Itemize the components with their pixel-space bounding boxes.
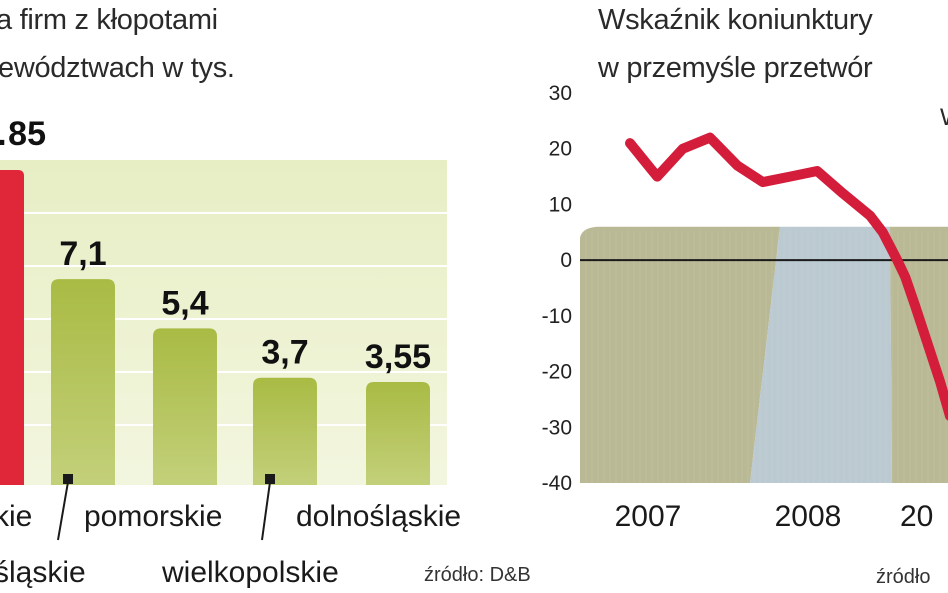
y-tick-label: 10 — [549, 193, 572, 216]
sentiment-line-chart-panel: Wskaźnik koniunktury w przemyśle przetwó… — [520, 0, 948, 593]
bar — [51, 279, 115, 485]
bar-value-label: 5,4 — [161, 284, 208, 322]
year-band-2007 — [580, 226, 780, 483]
leader-line — [57, 481, 69, 541]
right-chart-title-line-1: Wskaźnik koniunktury — [598, 4, 873, 36]
bar-value-labels: …85 7,1 5,4 3,7 3,55 — [0, 115, 431, 376]
bar — [366, 382, 430, 485]
bar-value-label: 3,7 — [261, 334, 308, 372]
bar-category-label: śląskie — [0, 556, 86, 589]
bar-category-labels: kie pomorskie dolnośląskie śląskie wielkopol… — [0, 474, 461, 589]
right-source-note: źródło — [876, 566, 931, 588]
leader-marker — [63, 474, 73, 484]
y-tick-label: 0 — [560, 249, 572, 272]
right-chart-title-line-2: w przemyśle przetwór — [598, 52, 873, 84]
regional-bar-chart: …85 7,1 5,4 3,7 3,55 kie pomorskie dolnośląski… — [0, 115, 461, 589]
left-chart-title-line-1: a firm z kłopotami — [0, 4, 218, 36]
line-series-group — [625, 132, 948, 421]
left-chart-title-line-2: ewództwach w tys. — [0, 52, 235, 84]
y-tick-label: 20 — [549, 138, 572, 161]
y-tick-label: -30 — [542, 416, 572, 439]
series-line — [625, 132, 948, 421]
bar-category-label: pomorskie — [84, 500, 222, 533]
year-bands — [580, 226, 948, 483]
right-corner-label: W — [940, 104, 948, 132]
bar-category-label: kie — [0, 500, 32, 533]
bar-value-label: 7,1 — [59, 235, 106, 273]
bar-highlight — [0, 170, 24, 485]
leader-line — [261, 481, 271, 541]
y-tick-label: 30 — [549, 82, 572, 105]
bar — [253, 377, 317, 485]
x-tick-label: 2008 — [775, 500, 842, 533]
y-tick-label: -40 — [542, 472, 572, 495]
leader-marker — [265, 474, 275, 484]
y-tick-labels: 30 20 10 0 -10 -20 -30 -40 — [542, 82, 572, 495]
x-tick-label: 2007 — [615, 500, 682, 533]
bar-category-label: wielkopolskie — [161, 556, 339, 589]
bar-value-label: …85 — [0, 115, 46, 153]
year-band-2009 — [890, 226, 948, 483]
bar-category-label: dolnośląskie — [296, 500, 461, 533]
x-tick-labels: 2007 2008 20 — [615, 500, 934, 533]
regional-bar-chart-panel: a firm z kłopotami ewództwach w tys. …85… — [0, 4, 531, 589]
x-tick-label: 20 — [900, 500, 933, 533]
left-source-note: źródło: D&B — [424, 564, 531, 586]
y-tick-label: -20 — [542, 361, 572, 384]
bar — [153, 328, 217, 485]
year-band-2008 — [750, 226, 892, 483]
bar-value-label: 3,55 — [365, 338, 431, 376]
sentiment-line-chart: 30 20 10 0 -10 -20 -30 -40 2007 2008 20 — [542, 82, 948, 533]
bar-marks — [0, 170, 430, 485]
y-tick-label: -10 — [542, 305, 572, 328]
